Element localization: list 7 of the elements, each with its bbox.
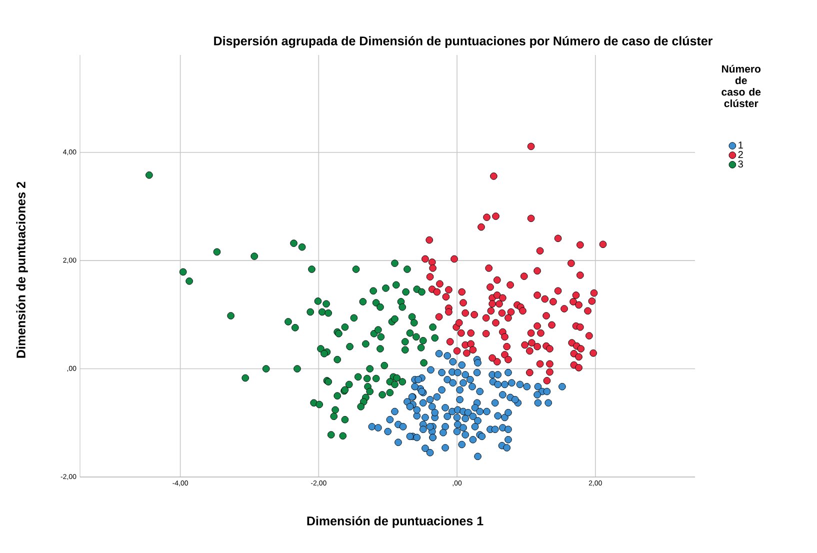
x-axis-title: Dimensión de puntuaciones 1 — [307, 516, 484, 528]
chart-title: Dispersión agrupada de Dimensión de puntuaciones por Número de caso de clúster — [214, 36, 713, 48]
legend-title: Número de caso de clúster — [722, 64, 761, 108]
legend-label: 2 — [738, 150, 743, 158]
y-axis-title: Dimensión de puntuaciones 2 — [16, 182, 28, 358]
legend-label: 1 — [738, 142, 743, 148]
legend-label: 3 — [738, 160, 743, 168]
